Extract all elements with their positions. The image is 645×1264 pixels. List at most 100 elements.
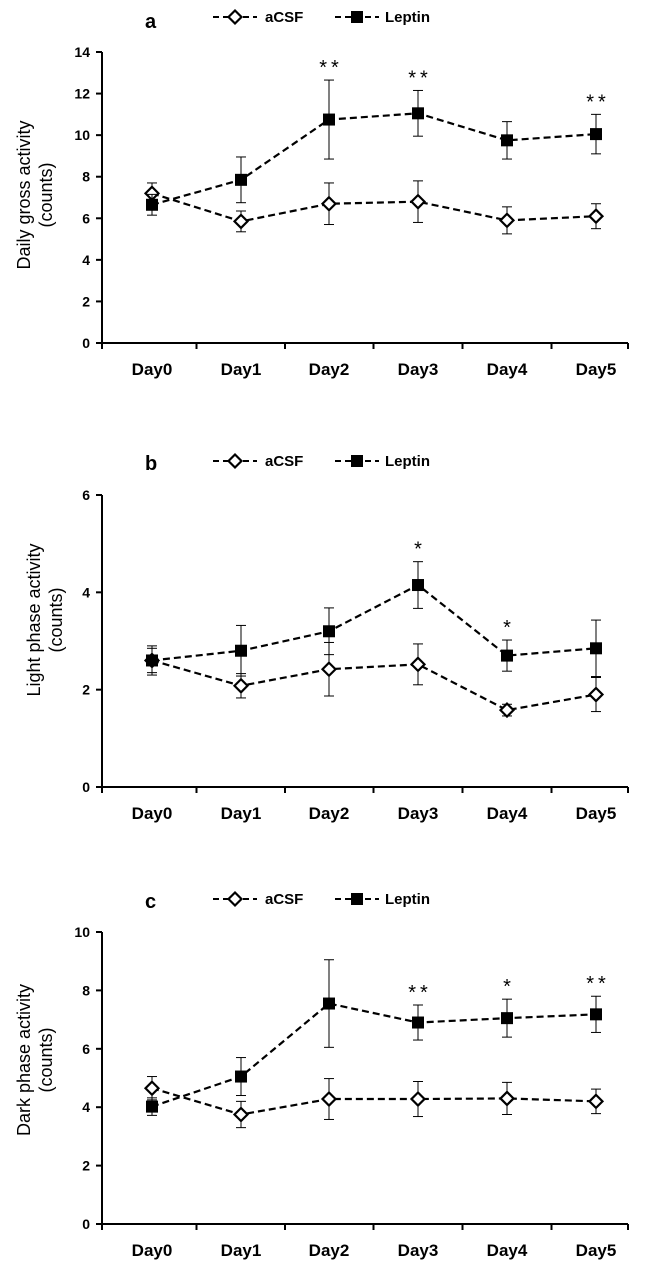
- legend-marker-acsf: [229, 11, 242, 24]
- panel-label: c: [145, 891, 156, 913]
- y-tick-label: 4: [82, 252, 90, 268]
- data-point: [146, 1082, 159, 1095]
- data-point: [412, 195, 425, 208]
- y-tick-label: 14: [74, 44, 90, 60]
- panel-label: b: [145, 453, 157, 475]
- y-axis-title-line1: Dark phase activity: [14, 984, 34, 1136]
- y-tick-label: 0: [82, 779, 90, 795]
- legend-marker-acsf: [229, 893, 242, 906]
- y-axis-title: Daily gross activity (counts): [14, 120, 56, 269]
- data-point: [323, 1093, 336, 1106]
- legend-label-leptin: Leptin: [385, 9, 430, 26]
- y-axis-title-line2: (counts): [36, 1027, 56, 1092]
- data-point: [235, 1108, 248, 1121]
- series-line: [152, 113, 596, 204]
- legend-marker-leptin: [351, 893, 363, 905]
- y-tick-label: 2: [82, 682, 90, 698]
- x-tick-label: Day2: [309, 804, 350, 823]
- x-tick-label: Day2: [309, 1241, 350, 1260]
- data-point: [235, 679, 248, 692]
- panel-label: a: [145, 11, 157, 33]
- series-leptin: [146, 960, 602, 1116]
- significance-marker: *: [414, 539, 426, 561]
- x-tick-label: Day4: [487, 804, 528, 823]
- data-point: [501, 1092, 514, 1105]
- panel-b: b aCSF Leptin Light phase activity (counts) 0…: [24, 453, 628, 823]
- x-tick-label: Day4: [487, 1241, 528, 1260]
- data-point: [235, 174, 247, 186]
- legend-label-acsf: aCSF: [265, 9, 303, 26]
- x-tick-label: Day3: [398, 804, 439, 823]
- y-tick-label: 12: [74, 86, 90, 102]
- data-point: [590, 1095, 603, 1108]
- legend: aCSF Leptin: [213, 453, 430, 470]
- series-acsf: [146, 1077, 603, 1128]
- series-line: [152, 660, 596, 710]
- x-tick-label: Day5: [576, 804, 617, 823]
- x-tick-label: Day2: [309, 360, 350, 379]
- y-tick-label: 6: [82, 210, 90, 226]
- x-tick-label: Day0: [132, 360, 173, 379]
- data-point: [146, 654, 158, 666]
- y-tick-label: 10: [74, 924, 90, 940]
- data-point: [235, 215, 248, 228]
- legend: aCSF Leptin: [213, 891, 430, 908]
- data-point: [323, 998, 335, 1010]
- data-point: [323, 663, 336, 676]
- series-line: [152, 193, 596, 221]
- data-point: [590, 210, 603, 223]
- y-tick-label: 8: [82, 982, 90, 998]
- significance-marker: **: [408, 982, 432, 1004]
- data-point: [590, 642, 602, 654]
- y-tick-label: 0: [82, 335, 90, 351]
- x-tick-label: Day3: [398, 360, 439, 379]
- data-point: [146, 199, 158, 211]
- legend-label-leptin: Leptin: [385, 453, 430, 470]
- data-point: [323, 197, 336, 210]
- series-line: [152, 1088, 596, 1114]
- x-tick-label: Day1: [221, 360, 262, 379]
- y-tick-label: 8: [82, 169, 90, 185]
- significance-marker: **: [586, 973, 610, 995]
- data-point: [501, 214, 514, 227]
- y-axis-title-line1: Light phase activity: [24, 543, 44, 696]
- y-tick-label: 0: [82, 1216, 90, 1232]
- y-axis-title: Dark phase activity (counts): [14, 984, 56, 1136]
- panel-c: c aCSF Leptin Dark phase activity (counts) 0 2…: [14, 891, 628, 1260]
- data-point: [590, 1008, 602, 1020]
- y-tick-label: 2: [82, 1158, 90, 1174]
- data-point: [323, 114, 335, 126]
- x-tick-label: Day4: [487, 360, 528, 379]
- data-point: [235, 1071, 247, 1083]
- data-point: [590, 128, 602, 140]
- data-point: [412, 658, 425, 671]
- x-tick-label: Day0: [132, 1241, 173, 1260]
- data-point: [412, 1017, 424, 1029]
- significance-marker: *: [503, 976, 515, 998]
- legend-label-leptin: Leptin: [385, 891, 430, 908]
- significance-marker: **: [586, 91, 610, 113]
- x-tick-label: Day0: [132, 804, 173, 823]
- significance-marker: **: [319, 57, 343, 79]
- y-tick-label: 6: [82, 487, 90, 503]
- data-point: [412, 1093, 425, 1106]
- y-axis-title-line2: (counts): [46, 587, 66, 652]
- y-axis-title-line1: Daily gross activity: [14, 120, 34, 269]
- legend-marker-leptin: [351, 11, 363, 23]
- x-tick-label: Day1: [221, 1241, 262, 1260]
- legend-marker-leptin: [351, 455, 363, 467]
- series-leptin: [146, 562, 602, 677]
- data-point: [501, 650, 513, 662]
- data-point: [323, 625, 335, 637]
- legend-marker-acsf: [229, 455, 242, 468]
- series-line: [152, 1004, 596, 1107]
- significance-marker: *: [503, 617, 515, 639]
- significance-marker: **: [408, 67, 432, 89]
- data-point: [412, 579, 424, 591]
- series-acsf: [146, 181, 603, 234]
- x-tick-label: Day3: [398, 1241, 439, 1260]
- x-tick-label: Day5: [576, 360, 617, 379]
- data-point: [501, 134, 513, 146]
- data-point: [501, 1012, 513, 1024]
- series-line: [152, 585, 596, 660]
